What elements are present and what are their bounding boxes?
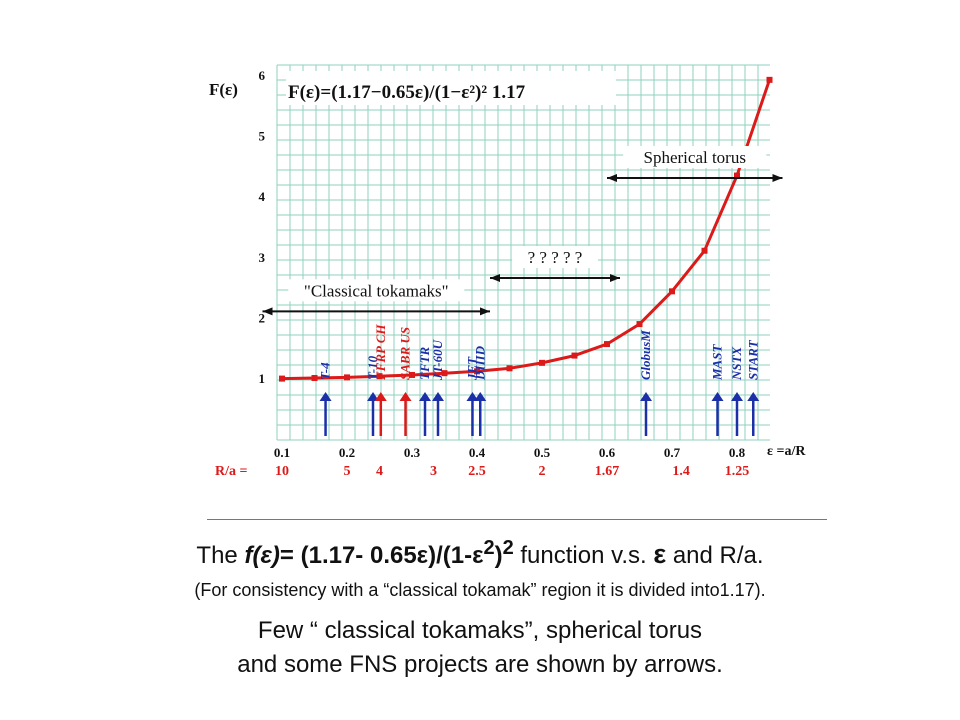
y-tick-label: 4: [259, 189, 266, 204]
caption-line-2: (For consistency with a “classical tokam…: [194, 580, 766, 600]
x-tick-label: 0.7: [664, 445, 681, 460]
y-tick-label: 2: [259, 310, 266, 325]
ratio-tick-label: 4: [376, 464, 383, 479]
chart-svg: 1 2 3 4 5 6 F(ε) F(ε)=(1.17−0.65ε)/(1−ε²)² 1.17…: [209, 64, 806, 479]
ratio-tick-label: 3: [430, 464, 437, 479]
region-arrowhead: [490, 274, 500, 283]
project-arrowhead: [367, 392, 379, 401]
project-label: NSTX: [729, 346, 744, 381]
region-label-box: [288, 279, 465, 302]
x-tick-label: 0.6: [599, 445, 616, 460]
ratio-tick-label: 1.4: [672, 464, 690, 479]
project-arrowhead: [319, 392, 332, 401]
y-tick-label: 3: [259, 250, 266, 265]
project-label: TFTR: [417, 346, 432, 380]
project-arrowhead: [731, 392, 743, 401]
project-label: JT-60U: [430, 339, 445, 381]
data-point: [766, 76, 773, 83]
data-point: [604, 341, 610, 348]
caption-formula: = (1.17- 0.65ε)/(1-ε2)2: [279, 537, 514, 569]
data-point: [571, 352, 578, 359]
caption-line-4: and some FNS projects are shown by arrow…: [237, 651, 723, 678]
project-arrowhead: [399, 392, 412, 401]
region-label-box: [512, 246, 598, 269]
data-point: [376, 373, 383, 380]
x-tick-label: 0.1: [274, 445, 290, 460]
data-point: [669, 288, 675, 295]
caption-text: function v.s.: [513, 542, 654, 569]
caption-line-3: Few “ classical tokamaks”, spherical tor…: [257, 617, 703, 644]
caption-divider: [207, 519, 827, 520]
data-point: [344, 374, 350, 381]
caption-line-1: The f(ε)= (1.17- 0.65ε)/(1-ε2)2 function…: [0, 537, 960, 570]
ratio-axis-label: R/a =: [215, 464, 248, 479]
y-tick-label: 5: [259, 129, 266, 144]
region-arrowhead: [772, 174, 783, 183]
project-label: MAST: [710, 344, 725, 381]
caption-text: and R/a.: [666, 542, 764, 569]
x-tick-label: 0.4: [469, 445, 486, 460]
caption-epsilon: ε: [653, 539, 667, 569]
caption-function: f(ε): [244, 542, 280, 569]
region-label: "Classical tokamaks": [304, 281, 449, 300]
chart-formula: F(ε)=(1.17−0.65ε)/(1−ε²)² 1.17: [288, 82, 526, 103]
region-label: Spherical torus: [644, 148, 746, 167]
y-axis-label: F(ε): [209, 80, 238, 99]
y-tick-label: 1: [259, 371, 266, 386]
region-arrowhead: [262, 307, 273, 316]
region-arrowhead: [610, 274, 620, 283]
project-arrowhead: [747, 392, 760, 401]
project-arrowhead: [374, 392, 387, 401]
region-label: ? ? ? ? ?: [528, 248, 583, 267]
region-arrowhead: [480, 307, 490, 316]
region-label-box: [623, 146, 767, 169]
data-point: [441, 370, 448, 377]
project-label: DIIID: [472, 345, 487, 381]
ratio-tick-label: 2.5: [468, 464, 486, 479]
y-tick-label: 6: [259, 68, 266, 83]
data-point: [734, 172, 740, 179]
data-point: [409, 371, 415, 378]
project-label: GlobusM: [638, 330, 653, 380]
project-arrowhead: [419, 392, 431, 401]
project-arrowhead: [474, 392, 487, 401]
data-point: [701, 247, 708, 254]
data-point: [311, 375, 318, 381]
caption-text: The: [196, 542, 245, 569]
x-axis-label: ε =a/R: [767, 444, 806, 459]
data-point: [539, 359, 545, 366]
project-label: JET: [464, 356, 479, 381]
ratio-tick-label: 5: [344, 464, 351, 479]
project-arrowhead: [640, 392, 652, 401]
curve-line: [281, 79, 771, 381]
region-arrowhead: [607, 174, 617, 183]
x-tick-label: 0.8: [729, 445, 746, 460]
project-arrowhead: [711, 392, 724, 401]
ratio-tick-label: 1.25: [725, 464, 750, 479]
data-point: [279, 375, 285, 382]
data-point: [506, 365, 513, 372]
x-tick-label: 0.3: [404, 445, 421, 460]
project-label: T-4: [318, 362, 333, 380]
chart: 1 2 3 4 5 6 F(ε) F(ε)=(1.17−0.65ε)/(1−ε²)² 1.17…: [200, 45, 830, 505]
project-arrowhead: [432, 392, 444, 401]
formula-box: [286, 71, 616, 105]
data-point: [636, 321, 643, 328]
x-tick-label: 0.5: [534, 445, 551, 460]
data-point: [474, 368, 480, 375]
project-label: SABR US: [398, 327, 413, 380]
project-arrowhead: [466, 392, 479, 401]
ratio-tick-label: 10: [275, 464, 289, 479]
project-label: FFRP CH: [373, 324, 388, 381]
project-label: START: [745, 339, 760, 380]
x-tick-label: 0.2: [339, 445, 355, 460]
project-label: T-10: [365, 355, 380, 380]
ratio-tick-label: 1.67: [595, 464, 620, 479]
ratio-tick-label: 2: [539, 464, 546, 479]
